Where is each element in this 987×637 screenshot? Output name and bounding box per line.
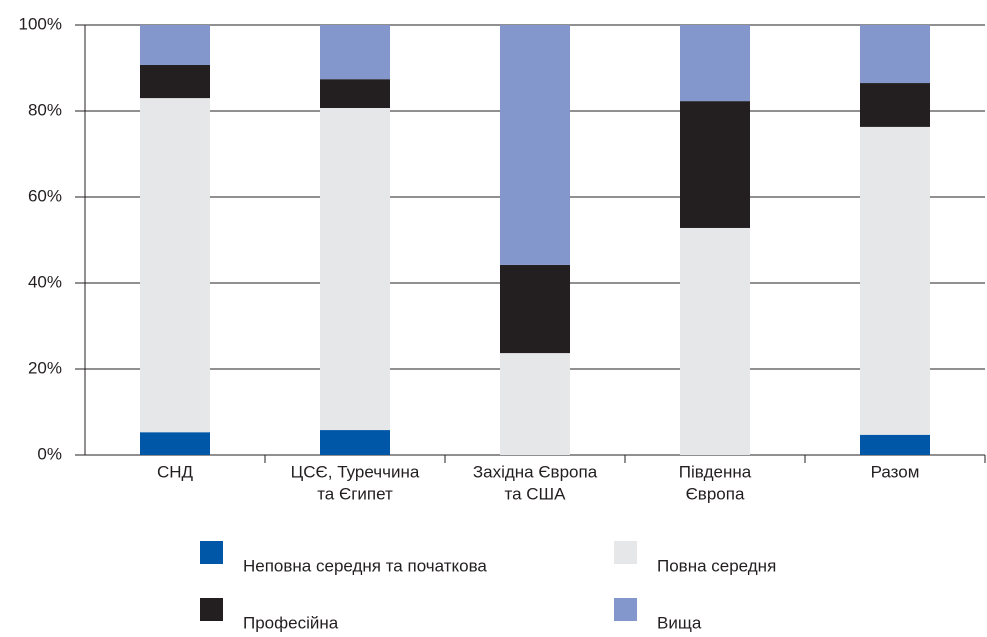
bar-segment bbox=[680, 25, 750, 102]
bar-segment bbox=[320, 430, 390, 455]
legend-label: Професійна bbox=[243, 613, 339, 632]
bar-segment bbox=[140, 432, 210, 455]
legend-swatch bbox=[200, 541, 223, 564]
y-tick-label: 0% bbox=[37, 444, 62, 463]
bar-segment bbox=[680, 101, 750, 228]
y-tick-label: 40% bbox=[28, 272, 62, 291]
bar-segment bbox=[500, 264, 570, 354]
bar-segment bbox=[500, 25, 570, 265]
bar-segment bbox=[680, 227, 750, 455]
bar-segment bbox=[860, 25, 930, 84]
legend-label: Повна середня bbox=[657, 556, 776, 575]
x-tick-label: та США bbox=[505, 484, 567, 503]
bar-segment bbox=[320, 79, 390, 108]
y-tick-label: 60% bbox=[28, 186, 62, 205]
x-tick-label: СНД bbox=[157, 462, 194, 481]
x-tick-label: та Єгипет bbox=[317, 484, 393, 503]
y-tick-label: 20% bbox=[28, 358, 62, 377]
legend-label: Неповна середня та початкова bbox=[243, 556, 487, 575]
bar-segment bbox=[140, 64, 210, 99]
x-tick-label: Південна bbox=[679, 462, 752, 481]
x-tick-label: Європа bbox=[686, 484, 745, 503]
legend-swatch bbox=[614, 541, 637, 564]
x-tick-label: Разом bbox=[871, 462, 920, 481]
y-tick-label: 100% bbox=[19, 14, 62, 33]
y-tick-label: 80% bbox=[28, 100, 62, 119]
legend-swatch bbox=[200, 598, 223, 621]
x-tick-label: ЦСЄ, Туреччина bbox=[291, 462, 420, 481]
x-tick-label: Західна Європа bbox=[473, 462, 598, 481]
bar-segment bbox=[860, 83, 930, 127]
bar-segment bbox=[140, 25, 210, 65]
bar-segment bbox=[860, 126, 930, 435]
bar-segment bbox=[320, 25, 390, 80]
legend-label: Вища bbox=[657, 613, 702, 632]
bar-segment bbox=[140, 98, 210, 433]
bar-segment bbox=[860, 434, 930, 455]
legend-swatch bbox=[614, 598, 637, 621]
bar-segment bbox=[320, 107, 390, 431]
bar-segment bbox=[500, 353, 570, 455]
